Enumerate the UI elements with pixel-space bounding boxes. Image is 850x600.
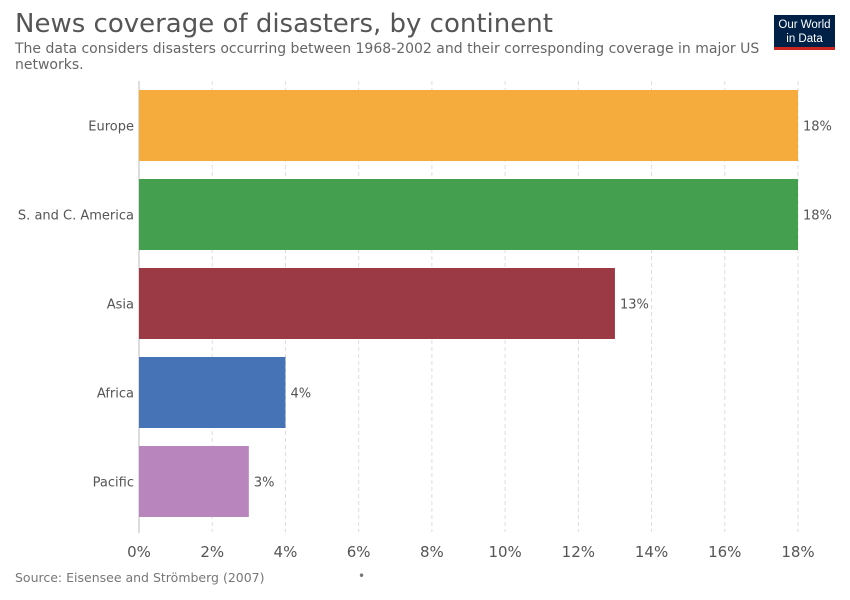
footer-separator: • [358,569,366,583]
source-note: Source: Eisensee and Strömberg (2007) [15,570,265,585]
x-tick-label: 12% [562,543,595,561]
bar [139,90,798,161]
data-label: 3% [254,476,275,491]
x-tick-label: 18% [781,543,814,561]
category-label: S. and C. America [18,209,134,224]
bar [139,446,249,517]
category-label: Asia [107,298,134,313]
x-tick-label: 6% [347,543,371,561]
x-tick-label: 0% [127,543,151,561]
x-tick-label: 2% [200,543,224,561]
data-label: 18% [803,120,832,135]
x-tick-label: 16% [708,543,741,561]
bar [139,179,798,250]
category-label: Europe [88,120,134,135]
chart-title: News coverage of disasters, by continent [15,9,553,39]
logo-line-2: in Data [786,32,823,45]
category-label: Pacific [93,476,134,491]
bar [139,268,615,339]
category-label: Africa [97,387,134,402]
logo-line-1: Our World [778,19,831,31]
x-tick-label: 8% [420,543,444,561]
x-tick-label: 14% [635,543,668,561]
data-label: 13% [620,298,649,313]
data-label: 4% [290,387,311,402]
owid-logo[interactable]: Our World in Data [774,15,835,50]
data-label: 18% [803,209,832,224]
x-tick-label: 4% [274,543,298,561]
x-tick-label: 10% [488,543,521,561]
bar [139,357,286,428]
chart-subtitle: The data considers disasters occurring b… [15,41,760,73]
